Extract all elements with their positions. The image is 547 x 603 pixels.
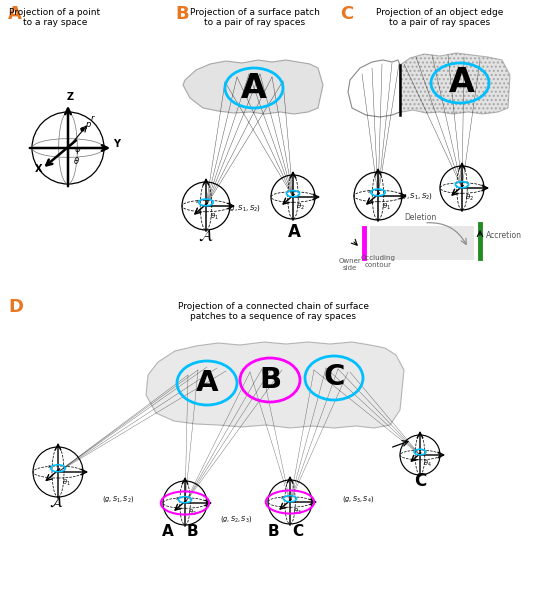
Text: C: C [323,363,345,391]
Text: X: X [34,165,42,174]
Text: $s$: $s$ [280,494,285,501]
Text: Owner
side: Owner side [339,258,362,271]
Text: $\theta_2$: $\theta_2$ [296,202,305,212]
Text: $\theta_4$: $\theta_4$ [423,459,432,469]
Text: A: A [449,66,475,98]
Text: A: A [288,223,300,241]
Text: B: B [267,524,279,539]
Text: Projection of a point
to a ray space: Projection of a point to a ray space [9,8,101,27]
Text: B: B [259,366,281,394]
Text: A: A [196,369,218,397]
Text: A: A [241,72,267,104]
Text: Projection of a connected chain of surface
patches to a sequence of ray spaces: Projection of a connected chain of surfa… [177,302,369,321]
Text: $\theta_2$: $\theta_2$ [188,508,197,518]
Text: Deletion: Deletion [404,213,436,222]
Text: Accretion: Accretion [486,231,522,240]
Text: $s$: $s$ [367,188,372,195]
Text: Occluding
contour: Occluding contour [360,255,395,268]
Text: A: A [162,524,174,539]
Text: $(g,S_2,S_3)$: $(g,S_2,S_3)$ [220,514,252,525]
Text: $(g,S_3,S_4)$: $(g,S_3,S_4)$ [342,493,374,504]
Text: D: D [8,298,23,316]
Text: B: B [186,524,198,539]
Text: A: A [8,5,22,23]
Text: C: C [340,5,353,23]
Text: B: B [175,5,189,23]
Text: $\mathcal{A}$: $\mathcal{A}$ [49,495,63,510]
Polygon shape [146,342,404,428]
Text: $s$: $s$ [46,464,52,470]
Text: $\theta_1$: $\theta_1$ [382,201,391,212]
Text: $(g,S_1,S_2)$: $(g,S_1,S_2)$ [102,493,134,504]
Text: θ: θ [74,157,79,166]
Polygon shape [183,60,323,114]
Text: C: C [293,524,304,539]
Text: $\theta_1$: $\theta_1$ [62,478,71,488]
Text: Z: Z [66,92,73,102]
Text: Projection of an object edge
to a pair of ray spaces: Projection of an object edge to a pair o… [376,8,504,27]
Polygon shape [348,60,400,117]
Polygon shape [370,226,474,260]
Text: $\theta_1$: $\theta_1$ [210,212,219,222]
Text: $\theta_3$: $\theta_3$ [293,507,302,517]
Text: $\theta_2$: $\theta_2$ [465,193,474,203]
Text: Y: Y [113,139,120,149]
Text: Projection of a surface patch
to a pair of ray spaces: Projection of a surface patch to a pair … [190,8,320,27]
Text: $(g,S_1,S_2)$: $(g,S_1,S_2)$ [399,191,433,201]
Polygon shape [400,53,510,114]
Text: p: p [85,120,90,129]
Text: $s$: $s$ [195,198,200,204]
Text: $\mathcal{A}$: $\mathcal{A}$ [198,226,214,244]
Text: $s$: $s$ [175,495,180,502]
Text: φ: φ [75,145,80,154]
Text: C: C [414,472,426,490]
Text: r: r [91,114,95,123]
Text: $(g,S_1,S_2)$: $(g,S_1,S_2)$ [227,203,261,213]
